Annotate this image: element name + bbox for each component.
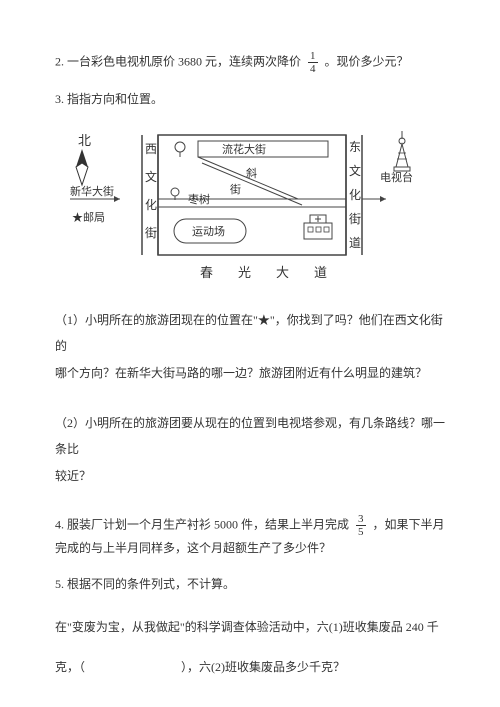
q2-text-b: 。现价多少元？ <box>325 54 409 68</box>
question-4: 4. 服装厂计划一个月生产衬衫 5000 件，结果上半月完成 3 5 ，如果下半… <box>55 513 445 560</box>
q2-fraction: 1 4 <box>308 50 318 75</box>
liuhua-label: 流花大街 <box>222 142 266 156</box>
east-street-5: 道 <box>349 236 361 250</box>
east-street-3: 化 <box>349 188 361 202</box>
q3-title: 3. 指指方向和位置。 <box>55 92 163 106</box>
q4-frac-den: 5 <box>356 526 366 538</box>
q2-frac-den: 4 <box>308 63 318 75</box>
q5-line2-a: 克，（ <box>55 660 85 674</box>
xie-label: 斜 <box>246 167 257 180</box>
q4-text-c: 完成的与上半月同样多，这个月超额生产了多少件？ <box>55 538 445 560</box>
q3-sub2: （2）小明所在的旅游团要从现在的位置到电视塔参观，有几条路线？哪一条比 较近？ <box>55 410 445 489</box>
west-street-4: 街 <box>145 226 157 240</box>
q5-body: 在"变废为宝，从我做起"的科学调查体验活动中，六(1)班收集废品 240 千 克… <box>55 614 445 681</box>
jie-label: 街 <box>230 182 241 196</box>
question-5-title: 5. 根据不同的条件列式，不计算。 <box>55 574 445 596</box>
north-label: 北 <box>78 133 91 148</box>
east-street-1: 东 <box>349 140 361 154</box>
west-street-1: 西 <box>145 142 157 156</box>
tree-icon-2 <box>171 188 179 200</box>
q3-sub2-a: （2）小明所在的旅游团要从现在的位置到电视塔参观，有几条路线？哪一条比 <box>55 410 445 463</box>
q4-text-a: 4. 服装厂计划一个月生产衬衫 5000 件，结果上半月完成 <box>55 517 349 531</box>
q4-fraction: 3 5 <box>356 513 366 538</box>
q3-sub1: （1）小明所在的旅游团现在的位置在"★"，你找到了吗？他们在西文化街的 哪个方向… <box>55 307 445 386</box>
q5-line1: 在"变废为宝，从我做起"的科学调查体验活动中，六(1)班收集废品 240 千 <box>55 614 445 640</box>
q3-sub1-b: 哪个方向？在新华大街马路的哪一边？旅游团附近有什么明显的建筑？ <box>55 360 445 386</box>
post-office-label: ★邮局 <box>72 211 105 224</box>
map-svg: 北 新华大街 ★邮局 西 文 化 街 流花大街 斜 街 <box>70 127 430 287</box>
question-2: 2. 一台彩色电视机原价 3680 元，连续两次降价 1 4 。现价多少元？ <box>55 50 445 75</box>
q4-text-b: ，如果下半月 <box>373 517 445 531</box>
question-3-title: 3. 指指方向和位置。 <box>55 89 445 111</box>
q3-sub1-a: （1）小明所在的旅游团现在的位置在"★"，你找到了吗？他们在西文化街的 <box>55 307 445 360</box>
q4-frac-num: 3 <box>356 513 366 526</box>
compass-icon: 北 <box>76 133 91 185</box>
east-street-2: 文 <box>349 163 361 178</box>
q2-frac-num: 1 <box>308 50 318 63</box>
building-icon <box>304 215 332 239</box>
q3-sub2-b: 较近？ <box>55 463 445 489</box>
xinhua-street-label: 新华大街 <box>70 184 114 198</box>
west-street-2: 文 <box>145 169 157 184</box>
tv-tower-icon <box>394 131 410 171</box>
sports-label: 运动场 <box>192 224 225 238</box>
q2-text-a: 2. 一台彩色电视机原价 3680 元，连续两次降价 <box>55 54 301 68</box>
zaoshu-label: 枣树 <box>188 192 210 206</box>
tree-icon <box>175 142 185 157</box>
east-street-4: 街 <box>349 212 361 226</box>
west-street-3: 化 <box>145 198 157 212</box>
tv-tower-label: 电视台 <box>380 170 413 184</box>
q5-line2: 克，（ ），六(2)班收集废品多少千克？ <box>55 654 445 680</box>
q5-line2-b: ），六(2)班收集废品多少千克？ <box>181 660 345 674</box>
chunguang-label: 春 光 大 道 <box>200 265 333 280</box>
q5-title: 5. 根据不同的条件列式，不计算。 <box>55 577 235 591</box>
map-diagram: 北 新华大街 ★邮局 西 文 化 街 流花大街 斜 街 <box>70 127 430 287</box>
